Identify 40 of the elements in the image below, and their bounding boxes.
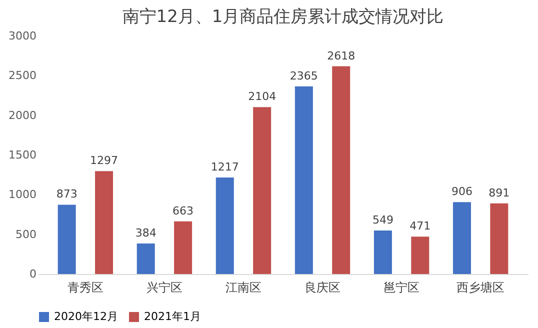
bar [490, 203, 508, 274]
bar [294, 86, 313, 274]
data-label: 2365 [290, 69, 318, 82]
data-label: 1297 [90, 154, 118, 168]
data-label: 549 [372, 213, 394, 226]
y-tick-label: 2500 [8, 69, 36, 82]
bar [374, 230, 392, 274]
x-tick-label: 青秀区 [67, 280, 104, 294]
y-tick-label: 0 [30, 268, 36, 280]
x-tick-label: 邕宁区 [384, 280, 420, 294]
y-tick-label: 1500 [8, 148, 36, 162]
y-tick-label: 1000 [8, 188, 36, 202]
bar [411, 236, 430, 274]
data-label: 471 [410, 220, 431, 233]
data-label: 906 [451, 185, 472, 198]
x-tick-label: 西乡塘区 [456, 280, 505, 294]
y-tick-label: 3000 [8, 30, 36, 42]
data-label: 2618 [327, 49, 356, 62]
bar [253, 107, 272, 274]
x-tick-label: 兴宁区 [146, 280, 182, 294]
data-label: 2104 [248, 90, 276, 104]
bar [95, 171, 114, 274]
x-tick-label: 江南区 [225, 280, 262, 294]
bar [216, 177, 234, 274]
data-label: 1217 [210, 160, 239, 174]
y-tick-label: 2000 [8, 108, 36, 122]
data-label: 891 [488, 186, 510, 200]
bar [452, 202, 471, 274]
data-label: 384 [135, 226, 156, 240]
data-label: 873 [56, 188, 78, 201]
bar [58, 204, 76, 274]
bar [136, 244, 155, 274]
bar [332, 66, 350, 274]
bar [174, 221, 192, 274]
x-tick-label: 良庆区 [304, 280, 341, 294]
y-tick-label: 500 [16, 228, 36, 241]
data-label: 663 [172, 204, 194, 218]
legend-label: 2021年1月 [144, 310, 201, 323]
legend-label: 2020年12月 [54, 310, 118, 323]
chart-title: 南宁12月、1月商品住房累计成交情况对比 [122, 7, 444, 27]
